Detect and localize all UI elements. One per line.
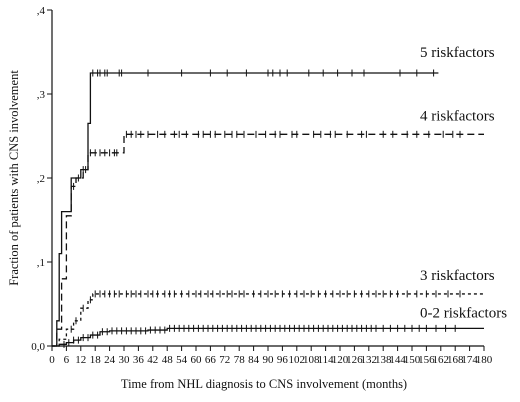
y-tick-label: ,1 [37, 257, 45, 269]
y-tick-label: 0,0 [31, 341, 45, 353]
series-label: 5 riskfactors [420, 45, 495, 61]
x-tick-label: 114 [318, 354, 335, 366]
series-line-1 [52, 133, 484, 347]
x-tick-label: 54 [176, 354, 188, 366]
series-label: 4 riskfactors [420, 108, 495, 124]
x-tick-label: 150 [404, 354, 421, 366]
x-tick-label: 18 [90, 354, 102, 366]
x-tick-label: 156 [418, 354, 435, 366]
x-tick-label: 144 [389, 354, 406, 366]
x-tick-label: 0 [49, 354, 55, 366]
x-tick-label: 24 [104, 354, 116, 366]
axes: 0,0,1,2,3,40 6 12 18 24 30 36 42 48 54 60 66 72 78 84 9… [31, 5, 493, 366]
x-tick-label: 12 [75, 354, 86, 366]
x-tick-label: 84 [248, 354, 260, 366]
series-line-2 [52, 293, 484, 347]
x-axis-title: Time from NHL diagnosis to CNS involveme… [121, 377, 407, 391]
x-tick-label: 66 [205, 354, 217, 366]
series-label: 3 riskfactors [420, 268, 495, 284]
x-tick-label: 78 [234, 354, 246, 366]
x-tick-label: 30 [119, 354, 131, 366]
series-label: 0-2 riskfactors [420, 305, 507, 321]
x-tick-label: 108 [303, 354, 320, 366]
y-tick-label: ,4 [37, 5, 46, 17]
x-tick-label: 102 [289, 354, 306, 366]
y-axis-title: Fraction of patients with CNS involvemen… [7, 70, 21, 286]
x-tick-label: 60 [191, 354, 203, 366]
x-tick-label: 180 [476, 354, 493, 366]
x-tick-label: 138 [375, 354, 392, 366]
series-line-3 [52, 327, 484, 347]
x-tick-label: 36 [133, 354, 145, 366]
y-tick-label: ,3 [37, 89, 46, 101]
x-tick-label: 48 [162, 354, 174, 366]
x-tick-label: 162 [433, 354, 450, 366]
y-tick-label: ,2 [37, 173, 45, 185]
x-tick-label: 96 [277, 354, 289, 366]
x-tick-label: 120 [332, 354, 349, 366]
x-tick-label: 132 [361, 354, 378, 366]
series-labels: 5 riskfactors 4 riskfactors 3 riskfactors 0… [420, 45, 507, 321]
x-tick-label: 126 [346, 354, 363, 366]
x-tick-label: 90 [263, 354, 275, 366]
x-tick-label: 6 [64, 354, 70, 366]
curves [52, 69, 484, 348]
x-tick-label: 72 [219, 354, 230, 366]
x-tick-label: 174 [461, 354, 478, 366]
series-line-0 [52, 72, 439, 347]
x-tick-label: 42 [147, 354, 158, 366]
x-tick-label: 168 [447, 354, 464, 366]
